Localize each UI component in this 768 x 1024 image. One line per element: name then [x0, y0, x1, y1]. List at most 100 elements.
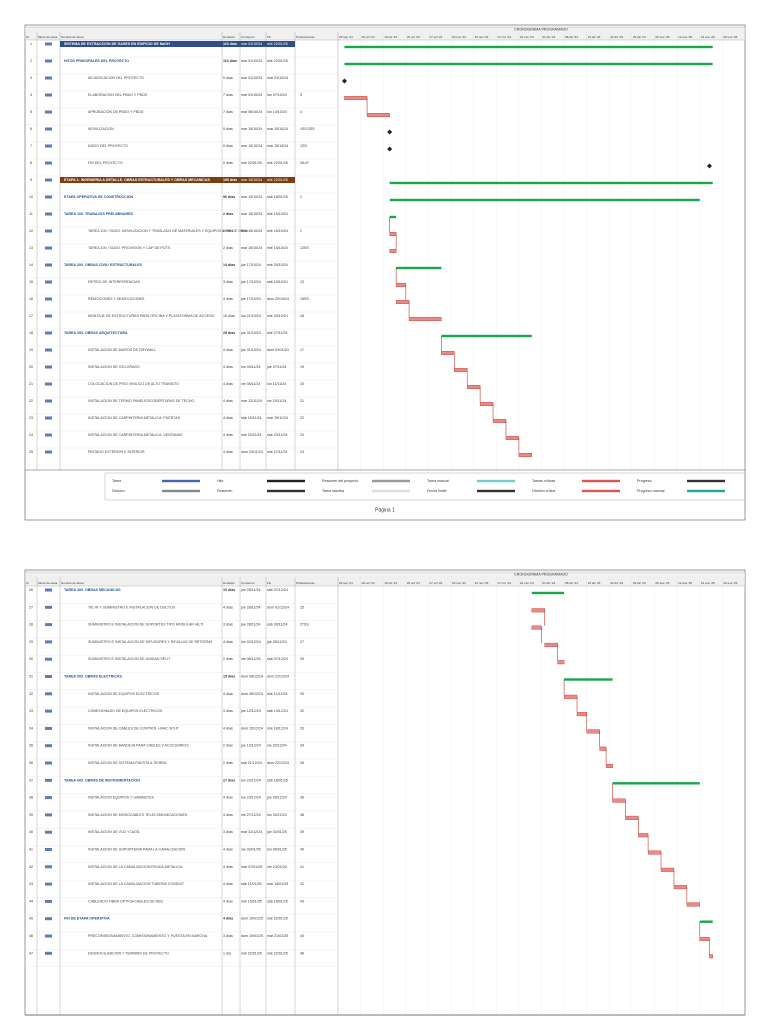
week-label: 20 oct '24 — [407, 35, 420, 39]
task-id: 16 — [29, 297, 33, 301]
task-duration: 0 días — [223, 76, 233, 80]
task-bar — [395, 300, 410, 305]
mode-icon — [45, 297, 52, 301]
task-name: RETIRO DE INTERFERENCIAS — [88, 280, 141, 284]
task-bar — [531, 625, 542, 630]
week-label: 20 oct '24 — [407, 581, 420, 585]
task-start: mar 15/10/24 — [241, 212, 262, 216]
legend-swatch — [477, 489, 515, 493]
task-end: mié 22/01/25 — [267, 59, 288, 63]
task-duration: 116 días — [223, 42, 237, 46]
task-id: 20 — [29, 365, 33, 369]
legend-swatch — [687, 479, 725, 483]
task-start: jue 31/10/24 — [240, 348, 261, 352]
task-predecessors: 19 — [300, 365, 304, 369]
task-duration: 4 días — [223, 605, 233, 609]
legend-label: Tarea — [112, 479, 121, 483]
mode-icon — [45, 450, 52, 454]
week-label: 22 dic '24 — [610, 35, 623, 39]
task-name: ETAPA 1: INGENIERIA A DETALLE, OBRAS EST… — [64, 178, 210, 182]
task-name: INSTALACION DE SISTEMA PUESTA A TIERRA — [88, 761, 167, 765]
column-header: Nombre de tarea — [61, 581, 84, 585]
week-label: 13 oct '24 — [384, 581, 397, 585]
task-duration: 4 días — [223, 796, 233, 800]
milestone — [341, 78, 347, 84]
week-label: 01 dic '24 — [543, 35, 556, 39]
task-id: 44 — [29, 899, 33, 903]
mode-icon — [45, 778, 52, 782]
task-id: 15 — [29, 280, 33, 284]
mode-icon — [45, 195, 52, 199]
mode-icon — [45, 365, 52, 369]
task-predecessors: 38 — [300, 813, 304, 817]
task-predecessors: 43 — [300, 899, 304, 903]
task-end: jue 02/01/25 — [266, 830, 287, 834]
milestone — [387, 129, 393, 135]
task-name: MOVILIZACION — [88, 127, 114, 131]
task-end: mié 22/01/25 — [267, 42, 288, 46]
week-label: 13 oct '24 — [384, 35, 397, 39]
task-start: mié 20/11/24 — [241, 433, 262, 437]
column-header: Comienzo — [241, 581, 255, 585]
task-bar — [344, 95, 368, 100]
task-start: vie 03/01/25 — [241, 847, 261, 851]
task-start: jue 19/12/24 — [240, 744, 261, 748]
mode-icon — [45, 433, 52, 437]
week-label: 29 dic '24 — [633, 35, 646, 39]
task-duration: 1 día — [223, 951, 231, 955]
task-id: 8 — [30, 161, 32, 165]
task-bar — [625, 815, 639, 820]
task-end: lun 11/11/24 — [267, 382, 286, 386]
task-end: mié 22/01/25 — [267, 917, 288, 921]
task-name: INICIO DEL PROYECTO — [88, 144, 128, 148]
task-name: MONTAJE DE ESTRUCTURAS PARA OFICINA Y PL… — [88, 314, 215, 318]
mode-icon — [45, 899, 52, 903]
legend-swatch — [162, 479, 200, 483]
week-label: 29 sep '24 — [339, 581, 353, 585]
task-predecessors: 27SS — [300, 623, 309, 627]
task-end: jue 07/11/24 — [266, 365, 287, 369]
task-id: 37 — [29, 778, 33, 782]
task-name: INSTALACION DE CABLES DE CONTROL HVAC SP… — [88, 726, 180, 730]
task-id: 12 — [29, 229, 33, 233]
legend-swatch — [372, 489, 410, 493]
summary-bar — [531, 591, 565, 595]
task-end: mié 16/10/24 — [267, 246, 288, 250]
task-end: jue 05/12/24 — [266, 640, 287, 644]
task-start: mar 15/10/24 — [241, 229, 262, 233]
legend-swatch — [267, 479, 305, 483]
task-id: 19 — [29, 348, 33, 352]
task-bar — [408, 317, 442, 322]
task-bar — [492, 419, 507, 424]
mode-icon — [45, 144, 52, 148]
task-id: 41 — [29, 847, 33, 851]
task-end: lun 07/10/24 — [267, 93, 287, 97]
task-duration: 28 días — [223, 331, 235, 335]
task-bar — [709, 954, 713, 959]
task-id: 33 — [29, 709, 33, 713]
task-duration: 4 días — [223, 917, 233, 921]
legend-label: División — [112, 489, 125, 493]
task-bar — [467, 385, 481, 390]
task-duration: 0 días — [223, 144, 233, 148]
task-start: lun 23/12/24 — [241, 796, 261, 800]
mode-icon — [45, 399, 52, 403]
task-duration: 3 días — [223, 934, 233, 938]
task-id: 7 — [30, 144, 32, 148]
task-end: mar 01/10/24 — [267, 76, 288, 80]
task-bar — [673, 885, 688, 890]
week-label: 10 nov '24 — [475, 581, 489, 585]
column-header: Predecesoras — [296, 581, 315, 585]
week-label: 26 ene '25 — [723, 35, 737, 39]
task-id: 2 — [30, 59, 32, 63]
task-start: vie 08/11/24 — [241, 382, 260, 386]
task-id: 13 — [29, 246, 33, 250]
task-name: INSTALACION DE CARPINTERIA METALICA: VEN… — [88, 433, 183, 437]
task-duration: 100 días — [223, 178, 237, 182]
task-end: mar 19/11/24 — [267, 416, 288, 420]
task-duration: 3 días — [223, 830, 233, 834]
task-end: mié 16/10/24 — [267, 229, 288, 233]
week-label: 26 ene '25 — [723, 581, 737, 585]
task-end: mié 11/12/24 — [267, 692, 288, 696]
task-id: 46 — [29, 934, 33, 938]
